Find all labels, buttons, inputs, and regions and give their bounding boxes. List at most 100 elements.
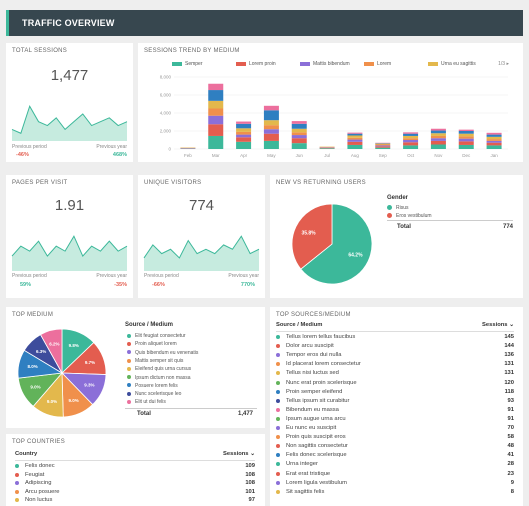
legend-label: Mattis semper sit quis xyxy=(135,357,184,364)
row-dot xyxy=(15,472,19,477)
sort-desc-icon[interactable]: ⌄ xyxy=(250,451,255,457)
bar-segment xyxy=(486,140,502,143)
pager-text: 1/3 xyxy=(498,61,506,67)
legend-dot xyxy=(127,333,131,338)
top-medium-legend: Elit feugiat consectetur Proin aliquet lo… xyxy=(127,333,257,413)
card-title: NEW VS RETURNING USERS xyxy=(276,180,366,186)
total-value: 774 xyxy=(502,224,513,230)
table-row: Nunc erat proin scelerisque 120 xyxy=(276,380,514,387)
table-row: Proin semper eleifend 118 xyxy=(276,389,514,396)
bar-segment xyxy=(263,105,279,111)
trend-chart: 0 2,000 4,000 6,000 8,000 Feb Mar Apr May Jun Jul A… xyxy=(160,75,508,158)
column-header-sessions[interactable]: Sessions ⌄ xyxy=(223,451,255,457)
sort-desc-icon[interactable]: ⌄ xyxy=(509,322,514,328)
bar-segment xyxy=(403,145,419,149)
previous-period-label: Previous period xyxy=(144,273,179,279)
column-header-sessions[interactable]: Sessions ⌄ xyxy=(482,322,514,328)
bar-segment xyxy=(347,132,363,134)
table-row: Urna integer 28 xyxy=(276,461,514,468)
bar-segment xyxy=(375,144,391,146)
row-value: 136 xyxy=(504,352,514,359)
legend-dot xyxy=(127,391,131,396)
legend-item: Mattis bibendum xyxy=(300,61,350,67)
row-value: 41 xyxy=(507,452,514,459)
bar-segment xyxy=(375,146,391,148)
row-label: Proin quis suscipit eros xyxy=(286,434,346,441)
row-dot xyxy=(276,371,280,376)
legend-item: Quis bibendum eu venenatis xyxy=(127,350,198,356)
card-title: TOP MEDIUM xyxy=(12,312,54,318)
previous-year-label: Previous year xyxy=(96,144,127,150)
bar-segment xyxy=(347,141,363,145)
legend-swatch xyxy=(236,61,246,66)
table-row: Eu nunc eu suscipit 70 xyxy=(276,425,514,432)
table-row: Feugiat 108 xyxy=(15,472,255,479)
x-tick-label: Dec xyxy=(462,153,471,158)
y-tick-label: 2,000 xyxy=(160,129,172,134)
row-label: Felis donec scelerisque xyxy=(286,452,347,459)
legend-label: Elit feugiat consectetur xyxy=(135,333,186,339)
legend-pager[interactable]: 1/3 ▸ xyxy=(498,61,509,67)
slice-label: 8.0% xyxy=(28,364,38,369)
row-label: Felis donec xyxy=(25,463,55,469)
table-row: Tempor eros dui nulla 136 xyxy=(276,352,514,359)
bar-segment xyxy=(236,134,252,138)
top-medium-pie: 9.8% 9.7% 9.3% 9.0% 9.0% 9.0% 8.0% 6.3%6.2% xyxy=(17,328,107,418)
slice-label: 64.2% xyxy=(348,253,363,259)
row-dot xyxy=(15,464,19,468)
total-sessions-value: 1,477 xyxy=(50,67,89,84)
x-tick-label: Aug xyxy=(351,153,360,158)
pager-next-icon[interactable]: ▸ xyxy=(506,61,509,67)
row-value: 48 xyxy=(507,443,514,450)
bar-segment xyxy=(208,100,224,109)
previous-period-label: Previous period xyxy=(12,144,47,150)
table-row: Dolor arcu suscipit 144 xyxy=(276,343,514,350)
bar-segment xyxy=(263,140,279,149)
x-tick-label: Feb xyxy=(184,153,192,158)
bar-segment xyxy=(291,128,307,133)
bar-segment xyxy=(403,133,419,136)
pie-slice xyxy=(39,328,63,375)
pie-slice xyxy=(291,203,333,270)
legend-dot xyxy=(127,358,131,363)
legend-item: Elit ut dui felis xyxy=(127,399,166,405)
legend-label: Eros vestibulum xyxy=(396,213,432,219)
slice-label: 9.7% xyxy=(85,360,95,365)
row-dot xyxy=(15,481,19,485)
legend-item: Mattis semper sit quis xyxy=(127,358,183,364)
y-tick-label: 4,000 xyxy=(160,111,172,116)
previous-period-change: 59% xyxy=(20,282,32,288)
card-title: SESSIONS TREND BY MEDIUM xyxy=(144,48,240,54)
bar-segment xyxy=(375,143,391,145)
table-row: Tellus lorem tellus faucibus 145 xyxy=(276,334,514,341)
legend-dot xyxy=(127,383,131,388)
slice-label: 9.3% xyxy=(84,383,94,388)
bar-segment xyxy=(208,135,224,149)
row-label: Tellus lorem tellus faucibus xyxy=(286,334,356,340)
row-label: Tempor eros dui nulla xyxy=(286,352,342,359)
bar-segment xyxy=(403,135,419,139)
header-divider xyxy=(276,331,514,332)
previous-period-label: Previous period xyxy=(12,273,47,279)
bar-segment xyxy=(236,131,252,135)
row-dot xyxy=(276,335,280,339)
bar-segment xyxy=(430,135,446,139)
row-value: 23 xyxy=(507,470,514,477)
bar-segment xyxy=(430,130,446,134)
legend-label: Urna eu sagittis xyxy=(441,61,476,67)
bar-segment xyxy=(319,147,335,149)
bar-segment xyxy=(347,133,363,136)
row-value: 131 xyxy=(504,370,514,377)
sparkline-line xyxy=(11,104,128,134)
previous-year-label: Previous year xyxy=(96,273,127,279)
column-header-source: Source / Medium xyxy=(276,322,323,328)
legend-item: Elit feugiat consectetur xyxy=(127,333,186,339)
legend-label: Proin aliquet lorem xyxy=(135,341,177,348)
row-value: 144 xyxy=(504,343,514,350)
row-label: Tellus ipsum sit curabitur xyxy=(286,397,350,404)
table-row: Proin quis suscipit eros 58 xyxy=(276,434,514,441)
trend-legend: Semper Lorem proin Mattis bibendum Lorem Urn… xyxy=(172,61,502,69)
table-row: Tellus ipsum sit curabitur 93 xyxy=(276,398,514,405)
bar-segment xyxy=(486,136,502,140)
row-label: Dolor arcu suscipit xyxy=(286,343,334,350)
